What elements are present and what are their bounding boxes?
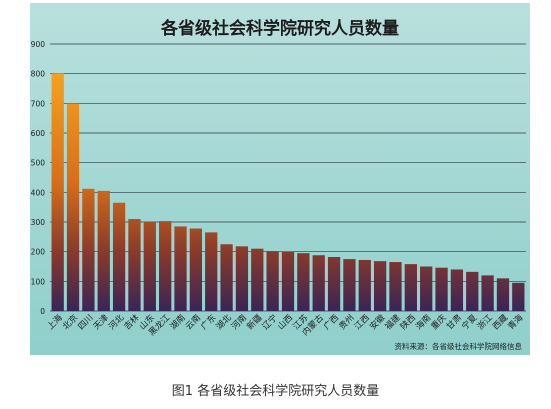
bars [51, 73, 525, 311]
bar [251, 248, 264, 311]
bar [189, 228, 203, 311]
bar [66, 103, 80, 311]
bar [496, 278, 510, 311]
bar [235, 246, 249, 311]
bar [159, 221, 172, 311]
chart-svg: 各省级社会科学院研究人员数量 0 100 200 300 400 500 600 700 800… [30, 3, 530, 355]
bar [312, 255, 325, 311]
bar [512, 282, 525, 311]
y-tick-label: 400 [31, 188, 46, 197]
bar [143, 222, 156, 311]
bar [297, 253, 310, 311]
bar [343, 259, 356, 311]
bar [97, 190, 110, 311]
y-tick-label: 100 [31, 277, 46, 286]
bar [466, 271, 479, 311]
y-tick-label: 0 [40, 307, 45, 316]
y-tick-label: 800 [31, 70, 46, 79]
source-note: 资料来源：各省级社会科学院网络信息 [395, 341, 523, 351]
y-tick-label: 700 [31, 99, 46, 108]
bar [51, 73, 64, 311]
bar [112, 202, 126, 311]
bar [404, 264, 417, 311]
bar [205, 232, 218, 311]
bar [266, 251, 279, 311]
bar [358, 259, 371, 311]
bar [389, 262, 402, 311]
y-tick-label: 600 [31, 129, 46, 138]
bar [82, 188, 95, 311]
bar [373, 261, 387, 311]
y-tick-label: 900 [31, 40, 46, 49]
bar [174, 226, 187, 311]
bar [128, 219, 141, 311]
bar [481, 275, 494, 311]
y-axis: 0 100 200 300 400 500 600 700 800 900 [31, 40, 46, 316]
y-tick-label: 300 [31, 218, 46, 227]
bar [420, 266, 433, 311]
y-tick-label: 500 [31, 159, 46, 168]
bar [220, 244, 233, 311]
bar [327, 257, 341, 311]
y-tick-label: 200 [31, 248, 46, 257]
bar [435, 267, 448, 311]
figure-caption: 图1 各省级社会科学院研究人员数量 [171, 384, 380, 399]
chart-title: 各省级社会科学院研究人员数量 [160, 18, 399, 39]
bar [281, 251, 295, 311]
bar [450, 269, 464, 311]
